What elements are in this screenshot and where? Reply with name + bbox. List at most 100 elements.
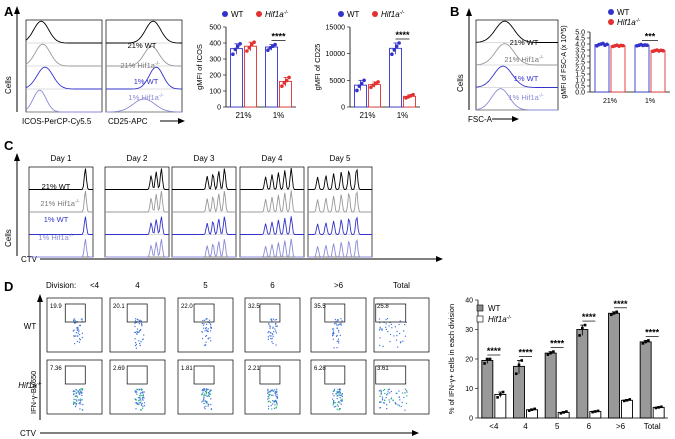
flow-event: [138, 399, 141, 401]
ifng-gate: [259, 365, 281, 385]
ifng-data-point: [546, 353, 550, 356]
flow-event: [383, 389, 385, 391]
flow-event: [136, 388, 139, 391]
icos-x-tick-label: 21%: [235, 111, 251, 120]
ifng-data-point: [583, 323, 587, 327]
ifng-data-point: [517, 363, 521, 367]
ifng-data-point: [644, 340, 647, 344]
flow-event: [387, 318, 389, 320]
icos-data-point: [252, 40, 256, 44]
flow-event: [273, 401, 275, 403]
flow-event: [80, 318, 82, 320]
flow-event: [74, 390, 76, 393]
ifng-bar-chart: 0 10 20 30 40 % of IFN-γ+ cells in each divis…: [447, 298, 668, 431]
flow-event: [80, 398, 82, 400]
cd25-data-point: [394, 44, 399, 48]
c-label-21-wt: 21% WT: [42, 182, 71, 191]
ifng-gate: [64, 365, 86, 385]
ifng-sig-label: ****: [487, 346, 502, 356]
flow-event: [136, 331, 138, 333]
flow-event: [207, 328, 209, 330]
flow-event: [202, 324, 205, 326]
ifng-data-point: [622, 399, 626, 403]
flow-event: [399, 342, 402, 344]
flow-event: [385, 318, 387, 321]
flow-event: [385, 323, 387, 325]
flow-event: [337, 405, 339, 407]
icos-data-point: [247, 46, 252, 50]
flow-event: [74, 320, 76, 322]
legend-icos: WT Hif1a-/-: [222, 10, 289, 19]
flow-event: [275, 325, 277, 327]
cd25-x-tick-label: 1%: [397, 111, 409, 120]
flow-event: [267, 390, 269, 392]
flow-event: [341, 398, 343, 400]
ifng-data-point: [483, 362, 486, 365]
flow-event: [141, 394, 143, 397]
flow-event: [79, 402, 81, 404]
flow-event: [206, 318, 208, 320]
cd25-y-tick-label: 15000: [326, 25, 346, 32]
flow-event: [74, 335, 77, 337]
flow-event: [143, 405, 146, 407]
label-21-wt: 21% WT: [128, 41, 157, 50]
gate-percent: 3.61: [377, 366, 389, 372]
flow-event: [76, 395, 78, 397]
flow-event: [208, 395, 210, 397]
flow-event: [275, 392, 277, 394]
icos-data-point: [284, 78, 289, 83]
ifng-data-point: [641, 342, 645, 345]
flow-event: [339, 408, 341, 410]
flow-event: [332, 390, 334, 392]
flow-event: [134, 331, 136, 333]
flow-event: [380, 392, 382, 394]
flow-event: [268, 397, 270, 399]
fsc-sig-label: ***: [645, 32, 656, 42]
flow-event: [274, 323, 277, 325]
flow-event: [136, 330, 138, 333]
flow-plot-frame: [46, 297, 103, 353]
flow-event: [339, 394, 341, 396]
flow-event: [389, 401, 391, 403]
flow-event: [206, 401, 208, 403]
ifng-data-point: [499, 393, 502, 396]
legend-fsc-wt: WT: [617, 8, 630, 17]
flow-event: [379, 344, 381, 347]
flow-event: [388, 388, 390, 390]
flow-event: [140, 389, 142, 391]
flow-event: [340, 399, 342, 401]
flow-event: [140, 341, 142, 343]
flow-event: [333, 347, 335, 349]
flow-event: [80, 390, 82, 392]
icos-data-point: [280, 84, 284, 88]
flow-event: [388, 325, 390, 327]
flow-event: [269, 391, 271, 393]
legend-ifng-ko: Hif1a-/-: [488, 315, 512, 324]
flow-event: [205, 318, 207, 320]
flow-event: [338, 323, 340, 325]
flow-event: [333, 406, 335, 408]
flow-event: [82, 404, 84, 406]
icos-bar-chart: 0 100 200 300 400 500 gMFI of ICOS 21% 1% ****: [195, 25, 296, 120]
flow-event: [140, 392, 142, 394]
fsc-axis-label: FSC-A: [468, 115, 493, 124]
flow-event: [332, 334, 334, 336]
flow-event: [268, 330, 270, 333]
flow-event: [267, 392, 269, 394]
cd25-y-tick-label: 5000: [329, 78, 345, 85]
flow-event: [276, 401, 278, 403]
flow-event: [81, 320, 83, 322]
flow-event: [141, 398, 143, 400]
flow-event: [381, 329, 383, 331]
ifng-y-tick-label: 0: [469, 416, 473, 423]
flow-event: [79, 339, 81, 341]
flow-event: [140, 409, 142, 411]
flow-event: [73, 390, 75, 392]
c-label-1-wt: 1% WT: [44, 215, 69, 224]
flow-event: [341, 393, 343, 395]
ifng-y-axis-label: % of IFN-γ+ cells in each division: [447, 304, 456, 414]
flow-event: [135, 318, 137, 320]
day-curve: [105, 216, 169, 235]
flow-event: [81, 391, 83, 394]
flow-event: [73, 401, 75, 403]
